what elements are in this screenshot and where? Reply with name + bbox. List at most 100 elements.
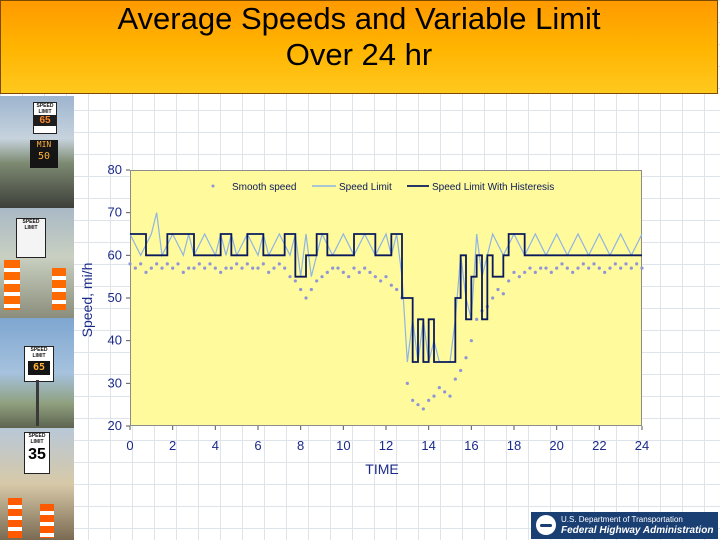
smooth-speed-point	[133, 266, 137, 270]
smooth-speed-point	[219, 270, 223, 274]
y-axis-label: Speed, mi/h	[79, 263, 95, 338]
smooth-speed-point	[149, 266, 153, 270]
y-tick-label: 30	[108, 375, 122, 390]
legend-limit-label: Speed Limit	[339, 182, 392, 193]
smooth-speed-point	[544, 266, 548, 270]
photo-work-zone-sign: SPEED LIMIT	[0, 208, 74, 318]
led-caption: MIN	[36, 140, 52, 149]
smooth-speed-point	[229, 266, 233, 270]
smooth-speed-point	[384, 275, 388, 279]
smooth-speed-point	[491, 296, 495, 300]
y-tick-label: 60	[108, 247, 122, 262]
smooth-speed-point	[197, 262, 201, 266]
smooth-speed-point	[357, 270, 361, 274]
x-tick-label: 10	[336, 438, 350, 453]
photo-vsl-gantry: SPEED LIMIT 65 MIN 50	[0, 96, 74, 208]
sign-value: 65	[34, 115, 56, 126]
smooth-speed-point	[256, 266, 260, 270]
x-tick-label: 24	[635, 438, 649, 453]
x-tick-label: 22	[592, 438, 606, 453]
logo-department: U.S. Department of Transportation	[561, 515, 683, 524]
smooth-speed-point	[581, 262, 585, 266]
smooth-speed-point	[293, 279, 297, 283]
speed-limit-sign: SPEED LIMIT 65	[33, 102, 57, 134]
smooth-speed-point	[411, 398, 415, 402]
smooth-speed-point	[613, 262, 617, 266]
speed-limit-sign: SPEED LIMIT	[16, 218, 46, 258]
smooth-speed-point	[176, 262, 180, 266]
smooth-speed-point	[539, 266, 543, 270]
photo-led-sign: SPEED LIMIT 65	[0, 318, 74, 428]
smooth-speed-point	[624, 262, 628, 266]
logo-agency: Federal Highway Administration	[561, 525, 714, 536]
smooth-speed-point	[523, 270, 527, 274]
smooth-speed-point	[501, 292, 505, 296]
orange-barrel	[4, 260, 20, 310]
smooth-speed-point	[571, 270, 575, 274]
sign-caption: SPEED LIMIT	[30, 347, 48, 359]
x-tick-label: 8	[297, 438, 304, 453]
smooth-speed-point	[331, 266, 335, 270]
smooth-speed-point	[251, 266, 255, 270]
smooth-speed-point	[603, 270, 607, 274]
photo-strip: SPEED LIMIT 65 MIN 50 SPEED LIMIT SPEED …	[0, 96, 74, 540]
sign-value: 35	[28, 446, 46, 463]
smooth-speed-point	[528, 266, 532, 270]
y-tick-label: 80	[108, 162, 122, 177]
smooth-speed-point	[507, 279, 511, 283]
smooth-speed-point	[379, 279, 383, 283]
x-tick-label: 20	[549, 438, 563, 453]
smooth-speed-point	[437, 386, 441, 390]
smooth-speed-point	[203, 266, 207, 270]
smooth-speed-point	[277, 262, 281, 266]
smooth-speed-point	[363, 266, 367, 270]
smooth-speed-point	[496, 287, 500, 292]
smooth-speed-point	[165, 262, 169, 266]
y-tick-label: 20	[108, 418, 122, 433]
smooth-speed-point	[261, 262, 265, 266]
smooth-speed-point	[171, 266, 175, 270]
smooth-speed-point	[160, 266, 164, 270]
smooth-speed-point	[576, 266, 580, 270]
smooth-speed-point	[592, 262, 596, 266]
x-tick-label: 14	[421, 438, 435, 453]
smooth-speed-point	[475, 317, 479, 321]
hysteresis-series	[130, 233, 642, 363]
smooth-speed-point	[555, 266, 559, 270]
smooth-speed-point	[565, 266, 569, 270]
smooth-speed-point	[347, 275, 351, 279]
smooth-speed-point	[512, 270, 516, 274]
smooth-speed-point	[443, 390, 447, 394]
x-tick-label: 6	[254, 438, 261, 453]
smooth-speed-point	[464, 356, 468, 360]
smooth-speed-point	[304, 296, 308, 300]
led-value: 50	[37, 151, 51, 162]
sign-caption: SPEED LIMIT	[28, 433, 46, 445]
fhwa-logo: U.S. Department of Transportation Federa…	[531, 512, 718, 539]
smooth-speed-point	[139, 262, 143, 266]
photo-roadside-sign: SPEED LIMIT 35	[0, 428, 74, 540]
smooth-speed-point	[469, 339, 473, 343]
sign-caption: SPEED LIMIT	[36, 103, 54, 115]
speed-limit-sign: SPEED LIMIT 35	[24, 432, 50, 474]
smooth-speed-point	[144, 270, 148, 274]
x-tick-label: 18	[507, 438, 521, 453]
sign-post	[36, 380, 39, 426]
orange-barrel	[8, 498, 22, 538]
smooth-speed-point	[560, 262, 564, 266]
smooth-speed-point	[416, 403, 420, 407]
smooth-speed-point	[432, 394, 436, 398]
smooth-speed-point	[373, 275, 377, 279]
plot-area	[130, 170, 642, 426]
smooth-speed-point	[224, 266, 228, 270]
legend-hysteresis-label: Speed Limit With Histeresis	[432, 182, 554, 193]
smooth-speed-point	[635, 262, 639, 266]
sign-caption: SPEED LIMIT	[22, 219, 40, 231]
x-tick-label: 12	[379, 438, 393, 453]
led-min-speed-panel: MIN 50	[30, 140, 58, 168]
smooth-speed-point	[192, 266, 196, 270]
y-tick-label: 70	[108, 205, 122, 220]
x-tick-label: 2	[169, 438, 176, 453]
orange-barrel	[52, 268, 66, 310]
smooth-speed-point	[181, 270, 185, 274]
